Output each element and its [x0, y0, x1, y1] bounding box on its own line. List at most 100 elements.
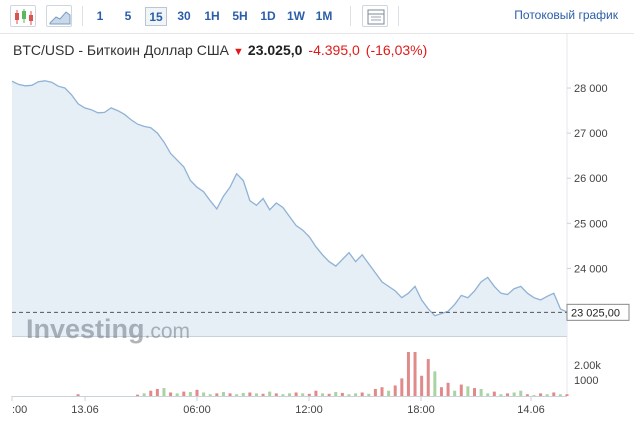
toolbar-divider	[350, 6, 351, 26]
volume-bar	[459, 384, 463, 396]
volume-bar	[453, 390, 457, 396]
volume-bar	[274, 393, 278, 396]
volume-bar	[433, 371, 437, 396]
streaming-chart-link[interactable]: Потоковый график	[514, 8, 618, 22]
y-tick-label: 24 000	[574, 263, 608, 275]
last-price-box	[566, 303, 630, 321]
y-tick-label: 26 000	[574, 173, 608, 185]
area-chart-icon[interactable]	[46, 5, 72, 27]
volume-bar	[221, 392, 225, 396]
volume-bar	[380, 387, 384, 396]
investing-watermark: Investing.com	[26, 314, 190, 344]
toolbar: 1 5 15 30 1H 5H 1D 1W 1M Потоковый график	[0, 0, 634, 34]
volume-bar	[76, 394, 80, 396]
volume-bar	[149, 390, 153, 396]
down-arrow-icon: ▼	[233, 46, 244, 58]
volume-bar	[169, 392, 173, 396]
x-tick-label: :00	[12, 404, 27, 416]
period-button[interactable]: 1H	[204, 9, 220, 23]
period-button[interactable]: 1D	[260, 9, 276, 23]
volume-bar	[539, 393, 543, 396]
volume-bar	[215, 393, 219, 396]
volume-bar	[486, 393, 490, 396]
volume-bar	[446, 382, 450, 396]
volume-bar	[499, 394, 503, 396]
volume-bar	[479, 388, 483, 396]
volume-bar	[558, 394, 562, 396]
toolbar-divider	[398, 6, 399, 26]
instrument-header: BTC/USD - Биткоин Доллар США ▼ 23.025,0 -4.…	[13, 42, 427, 58]
volume-bar	[175, 393, 179, 396]
volume-bar	[360, 392, 364, 396]
x-tick-label: 06:00	[183, 404, 211, 416]
volume-bar	[314, 390, 318, 396]
volume-bar	[202, 392, 206, 396]
table-view-icon[interactable]	[362, 5, 388, 27]
volume-bar	[512, 392, 516, 396]
period-button[interactable]: 1	[96, 9, 104, 23]
period-button[interactable]: 5	[124, 9, 132, 23]
volume-bar	[367, 393, 371, 396]
volume-bar	[155, 388, 159, 396]
toolbar-divider	[82, 6, 83, 26]
volume-bar	[195, 389, 199, 396]
x-tick-label: 12:00	[295, 404, 323, 416]
volume-bar	[208, 394, 212, 396]
volume-bar	[142, 393, 146, 396]
volume-bar	[248, 392, 252, 396]
volume-bar	[261, 393, 265, 396]
volume-bar	[354, 393, 358, 396]
price-change: -4.395,0	[308, 42, 360, 58]
period-button[interactable]: 1M	[315, 9, 333, 23]
y-tick-label: 28 000	[574, 83, 608, 95]
volume-bar	[439, 387, 443, 396]
volume-bar	[136, 394, 140, 396]
last-price: 23.025,0	[247, 42, 303, 58]
volume-bar	[334, 392, 338, 396]
price-area-fill	[12, 80, 567, 336]
volume-bar	[241, 392, 245, 396]
volume-bar	[327, 393, 331, 396]
volume-bar	[552, 392, 556, 396]
volume-bar	[188, 392, 192, 396]
volume-bar	[162, 388, 166, 396]
price-change-percent: (-16,03%)	[365, 42, 428, 58]
volume-bar	[400, 378, 404, 396]
volume-bar	[182, 391, 186, 396]
volume-bar	[347, 394, 351, 396]
volume-bar	[254, 393, 258, 396]
price-line	[11, 80, 568, 317]
volume-bar	[307, 393, 311, 396]
volume-bar	[473, 388, 476, 396]
y-tick-label: 27 000	[574, 128, 608, 140]
volume-bar	[506, 393, 510, 396]
volume-bar	[525, 394, 529, 396]
volume-bar	[420, 375, 424, 396]
volume-bar	[406, 352, 410, 396]
instrument-name: BTC/USD - Биткоин Доллар США	[13, 42, 230, 58]
y-tick-label: 25 000	[574, 218, 608, 230]
volume-bar	[340, 392, 344, 396]
volume-bar	[519, 390, 523, 396]
volume-tick-label: 1000	[574, 375, 598, 387]
period-button[interactable]: 5H	[232, 9, 248, 23]
volume-bar	[268, 391, 272, 396]
volume-bar	[545, 394, 549, 396]
volume-bar	[373, 388, 377, 396]
volume-bar	[565, 394, 569, 396]
period-button[interactable]: 1W	[287, 9, 305, 23]
volume-bar	[228, 393, 232, 396]
volume-bar	[387, 390, 391, 396]
x-tick-label: 14.06	[517, 404, 545, 416]
last-price-label: 23 025,00	[571, 307, 620, 319]
volume-bar	[466, 386, 470, 396]
volume-bar	[426, 359, 430, 396]
volume-bar	[393, 385, 397, 396]
volume-bar	[532, 395, 536, 396]
candlestick-chart-icon[interactable]	[10, 5, 36, 27]
period-button[interactable]: 30	[177, 9, 191, 23]
volume-bar	[413, 352, 417, 396]
period-button[interactable]: 15	[145, 7, 167, 26]
volume-bar	[294, 392, 298, 396]
